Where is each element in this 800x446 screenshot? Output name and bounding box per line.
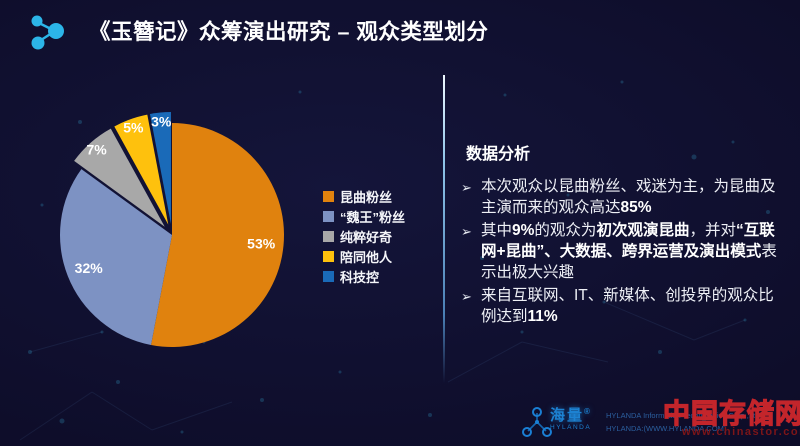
pie-slice-label: 7% bbox=[86, 141, 107, 157]
company-line2: HYLANDA:(WWW.HYLANDA.COM) bbox=[606, 424, 727, 433]
hylanda-logo-icon bbox=[522, 407, 552, 437]
legend-item-5: 科技控 bbox=[323, 266, 405, 286]
legend-item-2: “魏王”粉丝 bbox=[323, 206, 405, 226]
pie-slice-2 bbox=[59, 169, 172, 346]
pie-slice-label: 5% bbox=[123, 120, 144, 136]
company-info: HYLANDA Information Technologies Corp.,L… bbox=[606, 409, 759, 435]
bullet-text: 本次观众以昆曲粉丝、戏迷为主，为昆曲及主演而来的观众高达85% bbox=[481, 178, 776, 216]
legend-swatch bbox=[323, 190, 334, 202]
legend-swatch bbox=[323, 230, 334, 242]
bullet-text: 来自互联网、IT、新媒体、创投界的观众比例达到11% bbox=[481, 287, 774, 325]
legend-label: 纯粹好奇 bbox=[340, 229, 393, 245]
pie-slice-3 bbox=[74, 128, 165, 227]
legend-label: 昆曲粉丝 bbox=[340, 189, 393, 205]
legend-label: 陪同他人 bbox=[340, 249, 393, 265]
legend-label: “魏王”粉丝 bbox=[340, 209, 406, 225]
pie-slice-5 bbox=[149, 112, 171, 225]
company-line1: HYLANDA Information Technologies Corp.,L… bbox=[606, 411, 760, 420]
hylanda-brand-en: HYLANDA bbox=[550, 424, 592, 431]
analysis-bullet-2: ➢ 其中9%的观众为初次观演昆曲，并对“互联网+昆曲”、大数据、跨界运营及演出模式… bbox=[461, 220, 785, 283]
pie-slice-label: 32% bbox=[75, 260, 104, 276]
pie-slice-label: 3% bbox=[151, 113, 172, 129]
hylanda-brand: 海量® HYLANDA bbox=[550, 404, 592, 432]
legend-swatch bbox=[323, 210, 334, 222]
section-divider bbox=[443, 75, 445, 383]
pie-slice-4 bbox=[114, 114, 169, 225]
analysis-bullet-1: ➢ 本次观众以昆曲粉丝、戏迷为主，为昆曲及主演而来的观众高达85% bbox=[461, 176, 785, 218]
legend-label: 科技控 bbox=[340, 269, 380, 285]
watermark-url: www.chinastor.com bbox=[682, 426, 800, 438]
legend-item-1: 昆曲粉丝 bbox=[323, 186, 405, 206]
watermark-text: 中国存储网 bbox=[662, 398, 800, 429]
pie-slice-label: 53% bbox=[247, 235, 276, 251]
bullet-text: 其中9%的观众为初次观演昆曲，并对“互联网+昆曲”、大数据、跨界运营及演出模式表… bbox=[481, 222, 777, 281]
legend-swatch bbox=[323, 270, 334, 282]
pie-slice-1 bbox=[151, 123, 284, 347]
registered-mark: ® bbox=[584, 407, 592, 416]
analysis-heading: 数据分析 bbox=[466, 146, 531, 163]
pie-chart: 53% 32% 7% 5% 3% bbox=[59, 112, 284, 347]
hylanda-brand-cn: 海量® bbox=[550, 407, 592, 424]
brand-logo-icon bbox=[31, 15, 64, 50]
bullet-arrow-icon: ➢ bbox=[461, 224, 472, 239]
bullet-arrow-icon: ➢ bbox=[461, 180, 472, 195]
bullet-arrow-icon: ➢ bbox=[461, 289, 472, 304]
pie-legend: 昆曲粉丝 “魏王”粉丝 纯粹好奇陪同他人科技控 bbox=[323, 186, 405, 286]
legend-item-3: 纯粹好奇 bbox=[323, 226, 405, 246]
analysis-bullets: ➢ 本次观众以昆曲粉丝、戏迷为主，为昆曲及主演而来的观众高达85% ➢ 其中9%的观众… bbox=[461, 176, 785, 329]
legend-item-4: 陪同他人 bbox=[323, 246, 405, 266]
slide-title: 《玉簪记》众筹演出研究 – 观众类型划分 bbox=[89, 20, 489, 44]
legend-swatch bbox=[323, 250, 334, 262]
analysis-bullet-3: ➢ 来自互联网、IT、新媒体、创投界的观众比例达到11% bbox=[461, 285, 785, 327]
